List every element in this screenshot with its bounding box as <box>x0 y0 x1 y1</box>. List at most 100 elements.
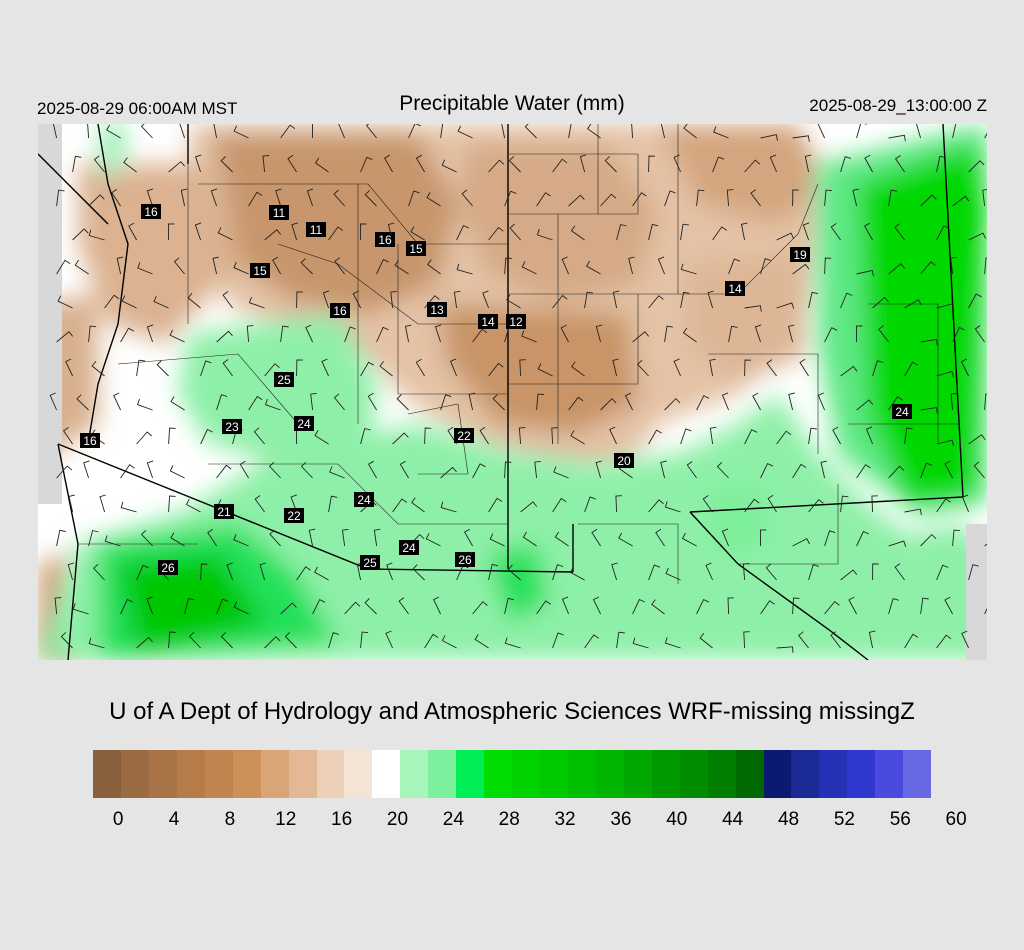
wind-barb <box>287 154 297 173</box>
wind-barb <box>894 155 905 173</box>
wind-barb <box>595 460 603 479</box>
colorbar-swatch <box>595 750 624 798</box>
wind-barb <box>472 463 486 479</box>
colorbar-swatch <box>735 750 764 798</box>
wind-barb <box>664 501 681 513</box>
wind-barb <box>488 226 504 241</box>
wind-barb <box>616 223 627 241</box>
wind-barb <box>300 258 313 275</box>
wind-barb <box>87 124 90 139</box>
colorbar-swatch <box>903 750 932 798</box>
wind-barb <box>468 392 476 411</box>
wind-barb <box>280 325 289 343</box>
colorbar-tick-label: 16 <box>331 809 353 830</box>
wind-barb <box>88 325 97 343</box>
wind-barb <box>776 232 795 241</box>
map-title: Precipitable Water (mm) <box>399 92 625 115</box>
svg-text:21: 21 <box>217 505 231 519</box>
wind-barb <box>804 154 812 173</box>
wind-barb <box>824 530 836 547</box>
wind-barb <box>632 192 647 207</box>
colorbar-swatch <box>456 750 485 798</box>
wind-barb <box>632 598 645 615</box>
wind-barb <box>56 189 65 207</box>
wind-barb <box>952 529 960 547</box>
wind-barb <box>863 222 873 241</box>
wind-barb <box>364 598 377 615</box>
wind-barb <box>509 223 521 241</box>
wind-barb <box>136 431 152 445</box>
wind-barb <box>136 359 145 377</box>
wind-barb <box>686 461 697 479</box>
svg-text:24: 24 <box>402 541 416 555</box>
wind-barb <box>648 429 662 445</box>
wind-barb <box>618 532 633 547</box>
wind-barb <box>759 529 767 547</box>
credit-line: U of A Dept of Hydrology and Atmospheric… <box>109 698 915 725</box>
wind-barb <box>373 528 381 547</box>
wind-barb <box>233 601 249 615</box>
wind-barb <box>888 598 899 615</box>
colorbar-tick-label: 20 <box>386 809 409 830</box>
wind-barb <box>169 465 185 479</box>
wind-barb <box>742 563 750 581</box>
value-label: 24 <box>892 404 912 419</box>
value-label: 24 <box>399 540 419 555</box>
wind-barb <box>888 465 905 479</box>
wind-barb <box>728 258 741 275</box>
wind-barb <box>441 159 457 173</box>
wind-barb <box>871 495 878 513</box>
wind-barb <box>284 631 297 649</box>
wind-barb <box>683 124 697 139</box>
wind-barb <box>968 232 987 241</box>
wind-barb <box>492 394 505 411</box>
wind-barb <box>536 229 553 241</box>
wind-barb <box>314 157 329 173</box>
wind-barb <box>808 291 818 309</box>
wind-barb <box>450 358 458 377</box>
wind-barb <box>479 426 489 445</box>
svg-text:16: 16 <box>83 434 97 448</box>
wind-barb <box>612 358 619 377</box>
wind-barb <box>88 194 105 207</box>
wind-barb <box>744 305 762 312</box>
wind-barb <box>280 124 296 139</box>
colorbar-swatch <box>344 750 373 798</box>
wind-barb <box>168 427 176 445</box>
wind-barb <box>432 596 441 615</box>
value-label: 14 <box>478 314 498 329</box>
wind-barb <box>168 495 176 513</box>
wind-barb <box>116 256 124 275</box>
wind-barb <box>457 125 473 139</box>
value-label: 15 <box>250 263 270 278</box>
wind-barb <box>461 189 473 207</box>
wind-barb <box>680 263 697 275</box>
wind-barb <box>296 291 303 309</box>
wind-barb <box>769 154 778 173</box>
wind-barb <box>888 396 903 411</box>
wind-barb <box>62 427 73 445</box>
colorbar-tick-label: 4 <box>168 809 180 830</box>
wind-barb <box>766 359 777 377</box>
wind-barb <box>394 260 409 275</box>
wind-barb <box>233 125 249 139</box>
wind-barb <box>776 430 792 445</box>
wind-barb <box>463 528 473 547</box>
wind-barb <box>760 134 778 141</box>
value-label: 25 <box>360 555 380 570</box>
wind-barb <box>680 223 690 241</box>
wind-barb <box>120 327 135 343</box>
wind-barb <box>264 229 282 241</box>
wind-barb <box>840 365 858 377</box>
wind-barb <box>411 497 425 513</box>
wind-barb <box>88 637 105 649</box>
wind-barb <box>169 329 185 343</box>
wind-barb <box>787 324 795 343</box>
wind-barb <box>120 464 135 479</box>
wind-barb <box>665 567 681 581</box>
wind-barb <box>936 564 949 581</box>
wind-barb <box>721 528 730 547</box>
wind-barb <box>56 465 73 479</box>
value-label: 16 <box>375 232 395 247</box>
wind-barb <box>552 294 568 309</box>
